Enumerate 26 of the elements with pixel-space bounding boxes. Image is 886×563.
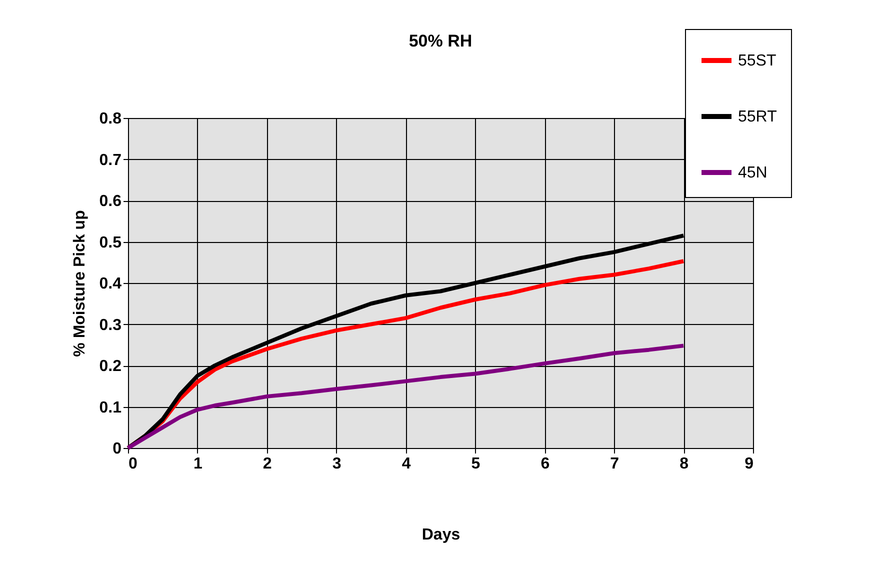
x-tick-label: 7	[610, 456, 620, 472]
x-tick-label: 2	[262, 456, 272, 472]
x-tick-label: 5	[471, 456, 480, 472]
x-tick-label: 1	[193, 456, 202, 472]
y-tick-label: 0.5	[99, 234, 122, 252]
y-tick-label: 0.7	[99, 152, 122, 169]
y-tick-label: 0.6	[99, 193, 122, 210]
y-tick-label: 0.3	[99, 316, 122, 334]
y-tick-label: 0.4	[99, 276, 122, 292]
x-axis-title: Days	[422, 526, 460, 544]
y-axis-title: % Moisture Pick up	[71, 210, 88, 357]
x-tick-label: 4	[402, 456, 411, 472]
chart-title: 50% RH	[408, 32, 472, 50]
y-tick-label: 0.2	[99, 358, 122, 375]
y-tick-label: 0.1	[99, 399, 122, 416]
x-tick-label: 6	[540, 456, 550, 472]
x-tick-label: 9	[744, 456, 754, 472]
x-tick-label: 0	[128, 456, 138, 472]
y-tick-label: 0	[112, 440, 122, 458]
legend-label: 55RT	[738, 108, 778, 126]
x-tick-label: 8	[680, 456, 689, 472]
legend-label: 55ST	[738, 52, 776, 70]
legend-label: 45N	[738, 164, 768, 182]
x-tick-label: 3	[332, 456, 342, 472]
y-tick-label: 0.8	[99, 110, 122, 128]
line-series	[126, 344, 686, 450]
